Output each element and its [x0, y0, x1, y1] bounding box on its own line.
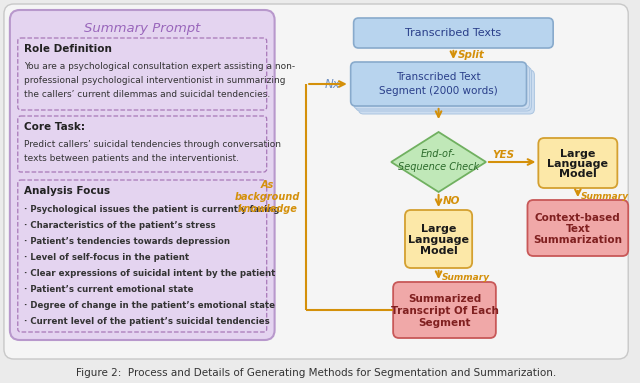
- Text: Text: Text: [566, 224, 590, 234]
- FancyBboxPatch shape: [354, 18, 553, 48]
- Text: · Characteristics of the patient’s stress: · Characteristics of the patient’s stres…: [24, 221, 215, 230]
- Text: Summarized: Summarized: [408, 294, 481, 304]
- Text: You are a psychological consultation expert assisting a non-: You are a psychological consultation exp…: [24, 62, 295, 71]
- Text: NO: NO: [442, 196, 460, 206]
- FancyBboxPatch shape: [358, 70, 534, 114]
- Text: · Degree of change in the patient’s emotional state: · Degree of change in the patient’s emot…: [24, 301, 275, 310]
- Text: YES: YES: [492, 150, 514, 160]
- Text: · Level of self-focus in the patient: · Level of self-focus in the patient: [24, 253, 189, 262]
- Text: Analysis Focus: Analysis Focus: [24, 186, 110, 196]
- Polygon shape: [391, 132, 486, 192]
- Text: End-of-: End-of-: [421, 149, 456, 159]
- Text: Model: Model: [420, 246, 458, 256]
- FancyBboxPatch shape: [356, 67, 531, 111]
- Text: texts between patients and the interventionist.: texts between patients and the intervent…: [24, 154, 239, 163]
- FancyBboxPatch shape: [393, 282, 496, 338]
- Text: Core Task:: Core Task:: [24, 122, 84, 132]
- Text: Language: Language: [547, 159, 609, 169]
- Text: Segment: Segment: [419, 318, 471, 328]
- Text: Summary: Summary: [442, 272, 490, 282]
- FancyBboxPatch shape: [351, 62, 527, 106]
- FancyBboxPatch shape: [527, 200, 628, 256]
- Text: Transcribed Text: Transcribed Text: [396, 72, 481, 82]
- Text: As
background
knowledge: As background knowledge: [235, 180, 300, 214]
- Text: Segment (2000 words): Segment (2000 words): [379, 86, 498, 96]
- Text: Context-based: Context-based: [535, 213, 621, 223]
- Text: · Psychological issues the patient is currently facing: · Psychological issues the patient is cu…: [24, 205, 279, 214]
- Text: Transcribed Texts: Transcribed Texts: [405, 28, 502, 38]
- Text: Language: Language: [408, 235, 469, 245]
- FancyBboxPatch shape: [10, 10, 275, 340]
- Text: Predict callers’ suicidal tendencies through conversation: Predict callers’ suicidal tendencies thr…: [24, 140, 281, 149]
- Text: Role Definition: Role Definition: [24, 44, 111, 54]
- Text: Large: Large: [560, 149, 596, 159]
- Text: · Patient’s current emotional state: · Patient’s current emotional state: [24, 285, 193, 294]
- Text: Large: Large: [421, 224, 456, 234]
- Text: · Current level of the patient’s suicidal tendencies: · Current level of the patient’s suicida…: [24, 317, 269, 326]
- Text: Sequence Check: Sequence Check: [398, 162, 479, 172]
- Text: Nx: Nx: [325, 77, 340, 90]
- Text: Summarization: Summarization: [533, 235, 622, 245]
- Text: Summary Prompt: Summary Prompt: [84, 21, 200, 34]
- FancyBboxPatch shape: [354, 65, 529, 109]
- Text: Split: Split: [458, 50, 485, 60]
- Text: Summary: Summary: [581, 192, 629, 200]
- FancyBboxPatch shape: [405, 210, 472, 268]
- FancyBboxPatch shape: [538, 138, 618, 188]
- FancyBboxPatch shape: [4, 4, 628, 359]
- Text: Model: Model: [559, 169, 596, 179]
- Text: Transcript Of Each: Transcript Of Each: [390, 306, 499, 316]
- Text: Figure 2:  Process and Details of Generating Methods for Segmentation and Summar: Figure 2: Process and Details of Generat…: [76, 368, 556, 378]
- Text: the callers’ current dilemmas and suicidal tendencies.: the callers’ current dilemmas and suicid…: [24, 90, 270, 99]
- Text: · Clear expressions of suicidal intent by the patient: · Clear expressions of suicidal intent b…: [24, 269, 275, 278]
- Text: · Patient’s tendencies towards depression: · Patient’s tendencies towards depressio…: [24, 237, 230, 246]
- Text: professional psychological interventionist in summarizing: professional psychological interventioni…: [24, 76, 285, 85]
